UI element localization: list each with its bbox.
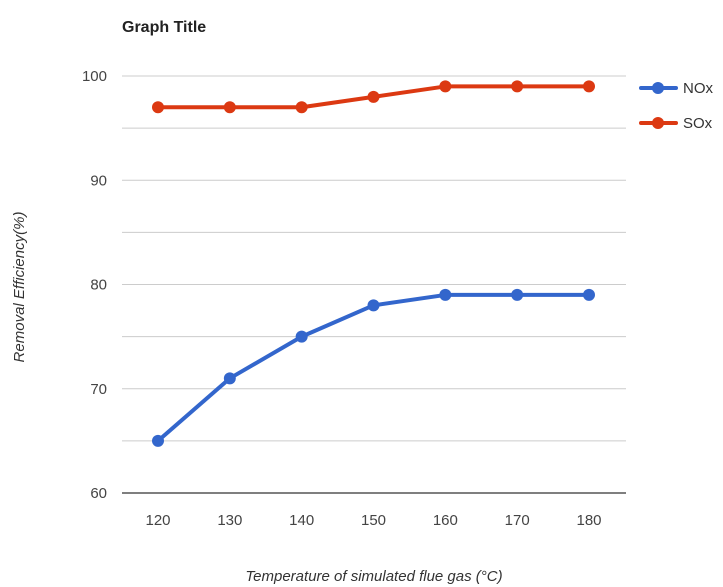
legend-marker <box>652 117 664 129</box>
series-layer <box>152 80 595 446</box>
x-tick-label: 180 <box>576 512 601 529</box>
x-tick-label: 130 <box>217 512 242 529</box>
x-tick-label: 140 <box>289 512 314 529</box>
x-axis-ticks: 120 130 140 150 160 170 180 <box>145 512 601 529</box>
series-nox <box>152 289 595 447</box>
data-point <box>439 289 451 301</box>
y-tick-label: 70 <box>90 381 107 398</box>
data-point <box>152 101 164 113</box>
y-axis-ticks: 60 70 80 90 100 <box>82 68 107 502</box>
data-point <box>439 80 451 92</box>
y-tick-label: 100 <box>82 68 107 85</box>
data-point <box>583 289 595 301</box>
data-point <box>511 289 523 301</box>
legend: NOx SOx <box>641 80 714 132</box>
data-point <box>152 435 164 447</box>
chart-title: Graph Title <box>122 19 206 36</box>
x-tick-label: 150 <box>361 512 386 529</box>
data-point <box>368 299 380 311</box>
y-axis-label: Removal Efficiency(%) <box>11 212 28 363</box>
data-point <box>296 101 308 113</box>
series-line <box>158 295 589 441</box>
legend-label: NOx <box>683 80 714 97</box>
y-tick-label: 80 <box>90 277 107 294</box>
x-tick-label: 170 <box>505 512 530 529</box>
data-point <box>224 372 236 384</box>
legend-marker <box>652 82 664 94</box>
y-tick-label: 90 <box>90 172 107 189</box>
data-point <box>224 101 236 113</box>
y-tick-label: 60 <box>90 485 107 502</box>
data-point <box>511 80 523 92</box>
legend-item: SOx <box>641 115 713 132</box>
gridlines <box>122 76 626 493</box>
data-point <box>368 91 380 103</box>
legend-item: NOx <box>641 80 714 97</box>
x-tick-label: 160 <box>433 512 458 529</box>
data-point <box>583 80 595 92</box>
x-axis-label: Temperature of simulated flue gas (°C) <box>245 568 502 585</box>
data-point <box>296 331 308 343</box>
x-tick-label: 120 <box>145 512 170 529</box>
legend-label: SOx <box>683 115 713 132</box>
series-sox <box>152 80 595 113</box>
